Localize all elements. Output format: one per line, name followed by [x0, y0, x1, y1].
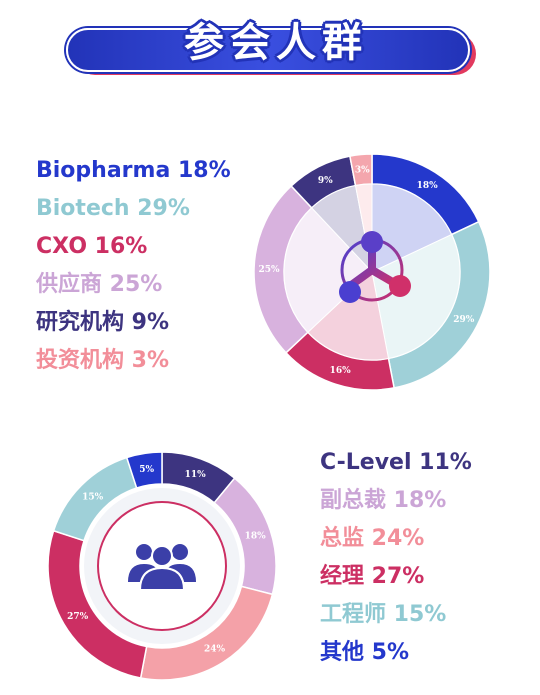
banner-bar — [66, 28, 470, 72]
donut-chart-1: 18% 29% 16% 25% 9% 3% — [253, 153, 491, 391]
chart1-legend-item: CXO 16% — [36, 234, 148, 259]
chart2-legend-item: 其他 5% — [320, 640, 410, 665]
chart2-data-label: 15% — [82, 493, 104, 503]
chart1-data-label: 29% — [453, 315, 475, 325]
chart1-legend-item: 供应商 25% — [36, 272, 163, 297]
chart1-data-label: 25% — [259, 265, 281, 275]
chart1-inner-slice — [371, 233, 461, 360]
page-title: 参会人群 — [184, 20, 368, 66]
chart1-data-label: 3% — [355, 165, 370, 175]
chart2-data-label: 27% — [67, 612, 89, 622]
people-group-icon — [128, 544, 196, 591]
chart1-data-label: 16% — [330, 366, 352, 376]
chart2-legend-item: 经理 27% — [320, 564, 425, 589]
chart2-legend-item: 副总裁 18% — [320, 488, 447, 513]
chart2-legend-item: 工程师 15% — [320, 602, 447, 627]
chart1-legend-item: 投资机构 3% — [36, 348, 170, 373]
chart2-legend-item: C-Level 11% — [320, 450, 472, 475]
chart1-data-label: 18% — [417, 181, 439, 191]
chart2-slice — [125, 451, 163, 489]
chart1-data-label: 9% — [318, 176, 333, 186]
chart1-inner-slice — [283, 207, 373, 333]
network-logo-icon — [339, 231, 411, 303]
chart2-data-label: 18% — [245, 532, 267, 542]
chart2-legend-item: 总监 24% — [320, 526, 425, 551]
header-banner: 参会人群 — [66, 20, 476, 75]
chart2-data-label: 5% — [139, 465, 154, 475]
chart2-data-label: 24% — [204, 645, 226, 655]
chart2-data-label: 11% — [185, 470, 207, 480]
chart1-legend-item: Biotech 29% — [36, 196, 190, 221]
chart1-legend-item: 研究机构 9% — [36, 310, 170, 335]
chart1-legend-item: Biopharma 18% — [36, 158, 231, 183]
donut-chart-2: 11% 18% 24% 27% 15% 5% — [47, 451, 277, 681]
